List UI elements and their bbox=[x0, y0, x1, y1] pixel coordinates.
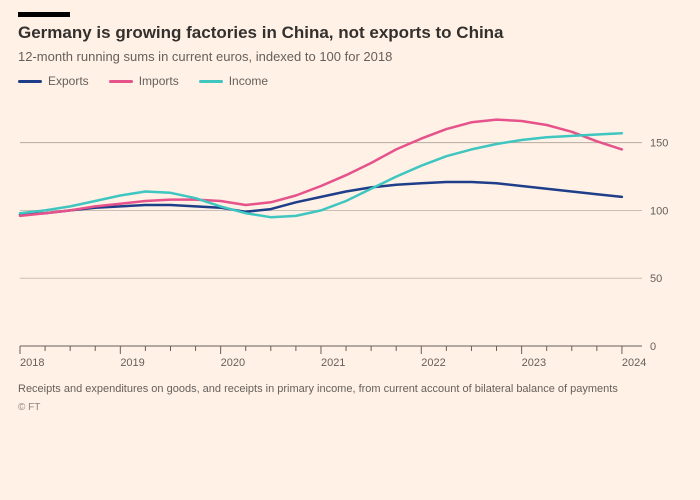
legend: Exports Imports Income bbox=[18, 74, 682, 88]
y-tick-label: 50 bbox=[650, 273, 662, 285]
legend-label-exports: Exports bbox=[48, 74, 89, 88]
legend-label-imports: Imports bbox=[139, 74, 179, 88]
legend-item-imports: Imports bbox=[109, 74, 179, 88]
x-tick-label: 2024 bbox=[622, 357, 646, 369]
source-line: © FT bbox=[18, 402, 682, 413]
x-tick-label: 2022 bbox=[421, 357, 445, 369]
y-tick-label: 150 bbox=[650, 138, 668, 150]
x-tick-label: 2020 bbox=[221, 357, 245, 369]
legend-swatch-income bbox=[199, 80, 223, 83]
y-tick-label: 100 bbox=[650, 205, 668, 217]
legend-item-income: Income bbox=[199, 74, 268, 88]
x-tick-label: 2018 bbox=[20, 357, 44, 369]
chart-container: Germany is growing factories in China, n… bbox=[0, 0, 700, 500]
chart-subtitle: 12-month running sums in current euros, … bbox=[18, 49, 682, 64]
x-tick-label: 2023 bbox=[522, 357, 546, 369]
chart-title: Germany is growing factories in China, n… bbox=[18, 23, 682, 43]
header-accent-bar bbox=[18, 12, 70, 17]
plot-area: 50 100 150 0 2018 2019 2020 2021 2022 2023 2024 bbox=[18, 94, 682, 374]
legend-item-exports: Exports bbox=[18, 74, 89, 88]
legend-swatch-exports bbox=[18, 80, 42, 83]
y-tick-label: 0 bbox=[650, 341, 656, 353]
legend-label-income: Income bbox=[229, 74, 268, 88]
x-tick-label: 2021 bbox=[321, 357, 345, 369]
x-tick-label: 2019 bbox=[120, 357, 144, 369]
footnote: Receipts and expenditures on goods, and … bbox=[18, 382, 682, 396]
legend-swatch-imports bbox=[109, 80, 133, 83]
series-imports bbox=[20, 120, 622, 216]
chart-svg: 50 100 150 0 2018 2019 2020 2021 2022 2023 2024 bbox=[18, 94, 682, 374]
